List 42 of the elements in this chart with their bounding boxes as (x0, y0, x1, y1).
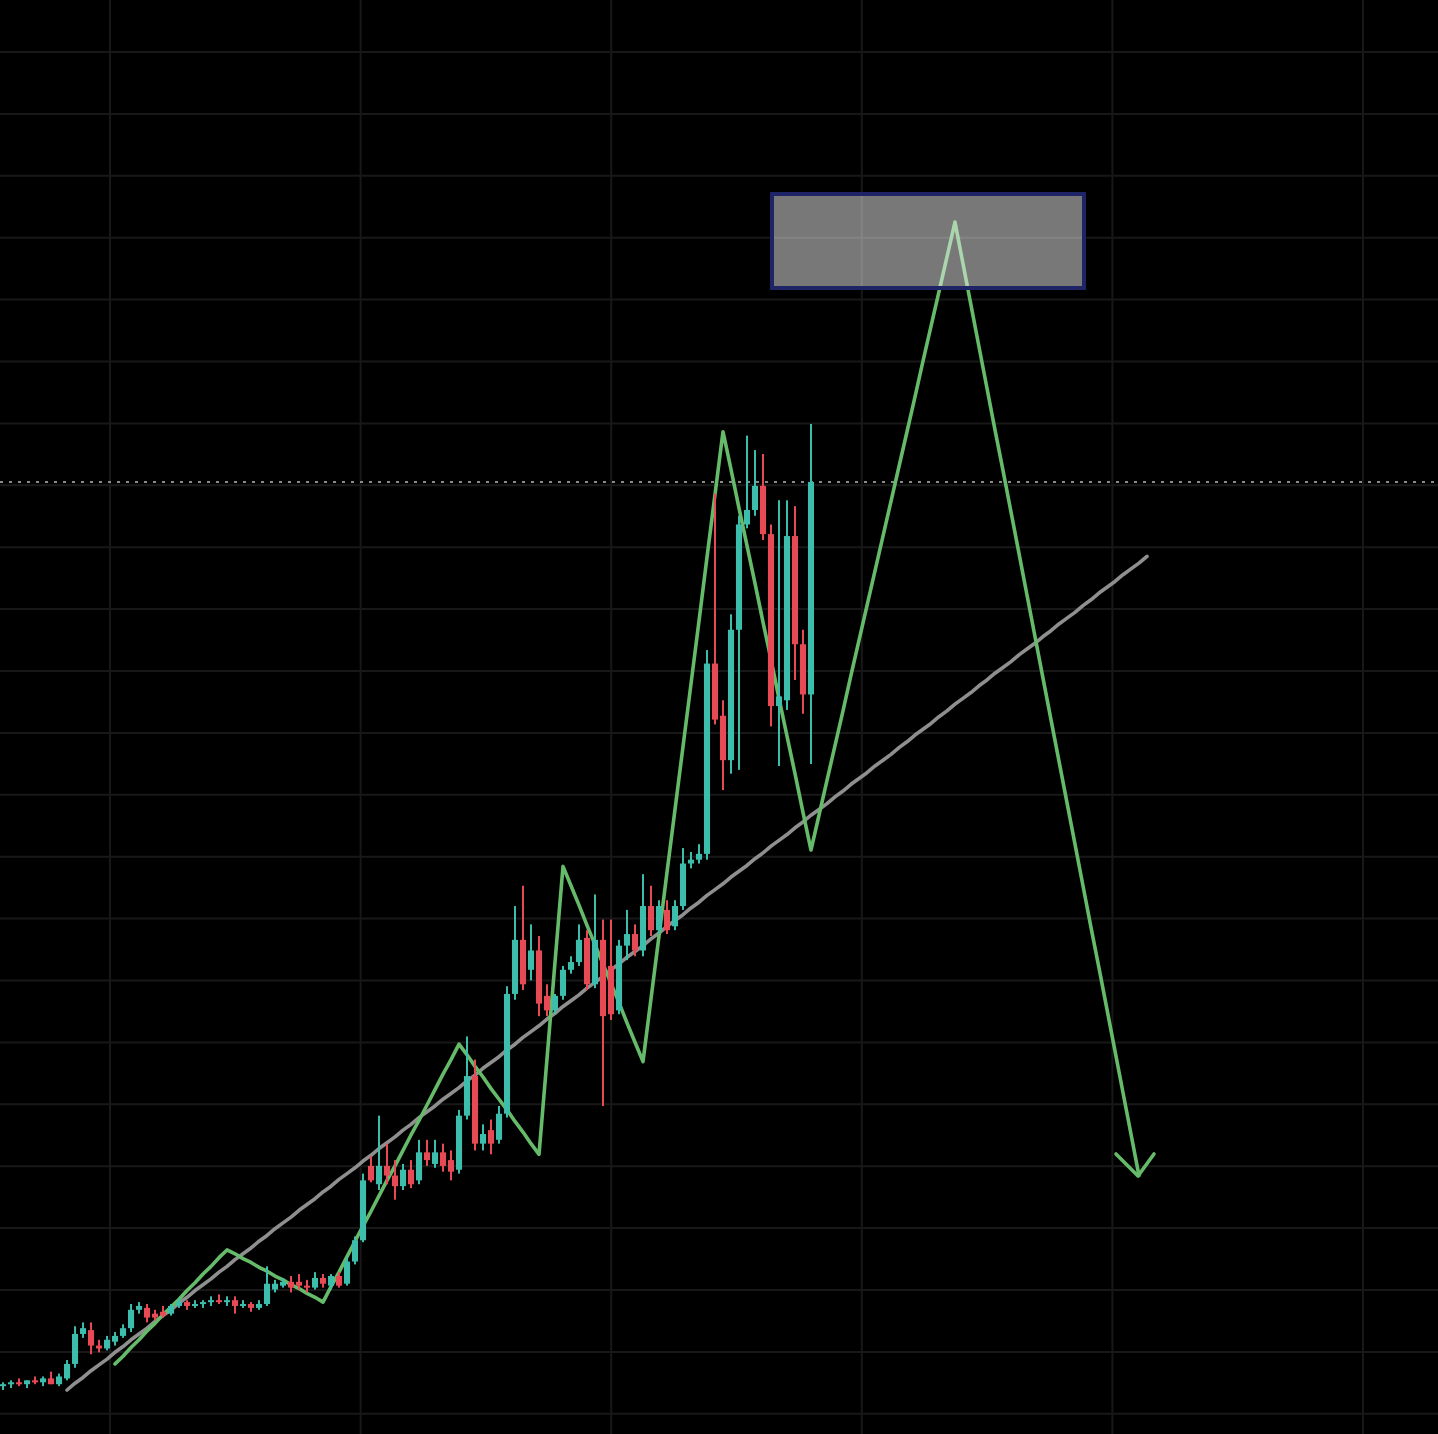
candlestick (695, 843, 703, 865)
candlestick (487, 1118, 495, 1156)
candlestick (671, 899, 679, 932)
candlestick (775, 499, 783, 767)
candlestick (263, 1265, 271, 1307)
candlestick (431, 1138, 439, 1169)
candlestick (575, 923, 583, 967)
candlestick (383, 1142, 391, 1186)
candlestick (559, 964, 567, 1001)
candlestick (463, 1035, 471, 1121)
candlestick (479, 1123, 487, 1152)
candlestick (631, 923, 639, 958)
candlestick (527, 923, 535, 982)
candlestick (495, 1105, 503, 1145)
candlestick (623, 908, 631, 962)
candlestick (351, 1235, 359, 1266)
candlestick (591, 893, 599, 990)
candlestick (551, 992, 559, 1016)
candlestick (343, 1256, 351, 1287)
candlestick (88, 1321, 95, 1356)
candlestick (751, 449, 759, 517)
candlestick (391, 1159, 399, 1201)
candlestick (647, 884, 655, 937)
candlestick (72, 1325, 79, 1369)
candlestick (447, 1149, 455, 1182)
candlestick (519, 884, 527, 992)
candlestick (639, 873, 647, 958)
candlestick (663, 899, 671, 936)
candlestick (64, 1359, 71, 1382)
candlestick (367, 1155, 375, 1184)
candlestick (679, 847, 687, 911)
candlestick (143, 1303, 151, 1324)
candlestick (583, 929, 591, 992)
candlestick (399, 1162, 407, 1192)
candlestick (655, 899, 663, 936)
candlestick (407, 1159, 415, 1190)
candlestick (127, 1303, 135, 1334)
candlestick (743, 434, 751, 530)
candlestick (375, 1114, 383, 1192)
candlestick (439, 1142, 447, 1173)
candlestick (423, 1138, 431, 1167)
candlestick (415, 1138, 423, 1186)
